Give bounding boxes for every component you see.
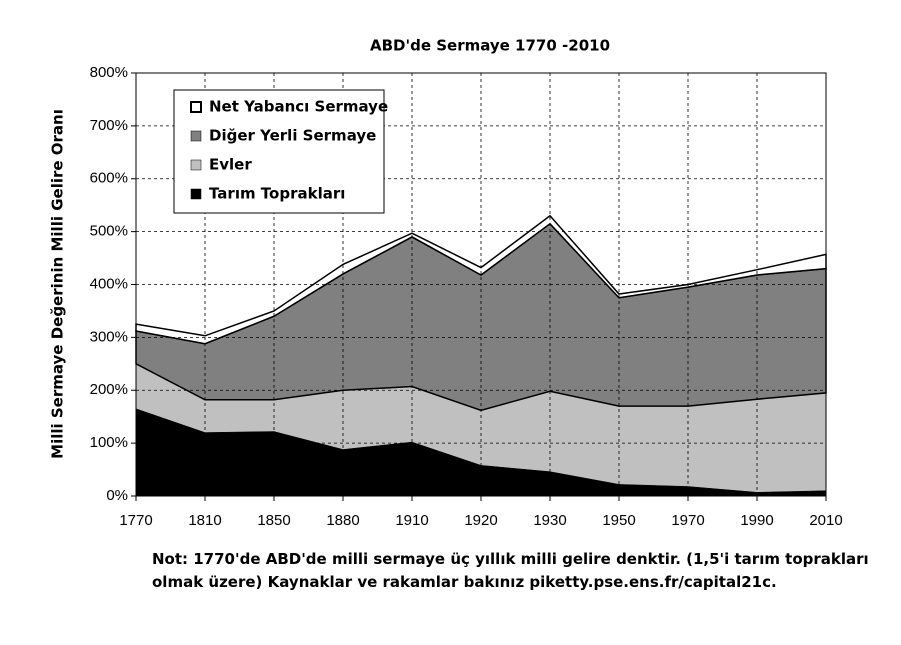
chart-title: ABD'de Sermaye 1770 -2010 <box>370 37 610 55</box>
x-tick-label: 1970 <box>671 512 704 529</box>
y-tick-label: 0% <box>106 487 128 504</box>
y-tick-label: 400% <box>90 275 128 292</box>
x-tick-label: 1930 <box>533 512 566 529</box>
y-tick-label: 700% <box>90 117 128 134</box>
x-tick-label: 1910 <box>395 512 428 529</box>
legend-box <box>173 89 385 214</box>
x-tick-label: 1880 <box>326 512 359 529</box>
y-tick-label: 800% <box>90 64 128 81</box>
x-tick-label: 1990 <box>740 512 773 529</box>
y-axis-label: Milli Sermaye Değerinin Milli Gelire Ora… <box>49 109 67 459</box>
legend-swatch <box>190 101 202 113</box>
legend-swatch <box>190 130 202 142</box>
x-tick-label: 1810 <box>188 512 221 529</box>
legend-label: Diğer Yerli Sermaye <box>209 127 376 145</box>
note-line: Not: 1770'de ABD'de milli sermaye üç yıl… <box>152 550 869 568</box>
x-tick-label: 1950 <box>602 512 635 529</box>
legend-label: Tarım Toprakları <box>209 185 345 203</box>
legend-swatch <box>190 159 202 171</box>
x-tick-label: 2010 <box>809 512 842 529</box>
y-tick-label: 300% <box>90 328 128 345</box>
y-tick-label: 600% <box>90 170 128 187</box>
x-tick-label: 1920 <box>464 512 497 529</box>
x-tick-label: 1770 <box>119 512 152 529</box>
y-tick-label: 500% <box>90 223 128 240</box>
legend-label: Net Yabancı Sermaye <box>209 98 388 116</box>
y-tick-label: 100% <box>90 434 128 451</box>
legend-swatch <box>190 188 202 200</box>
x-tick-label: 1850 <box>257 512 290 529</box>
note-line: olmak üzere) Kaynaklar ve rakamlar bakın… <box>152 573 777 591</box>
legend-label: Evler <box>209 156 252 174</box>
chart: ABD'de Sermaye 1770 -2010 Milli Sermaye … <box>49 37 843 529</box>
note: Not: 1770'de ABD'de milli sermaye üç yıl… <box>152 548 869 594</box>
y-tick-label: 200% <box>90 381 128 398</box>
